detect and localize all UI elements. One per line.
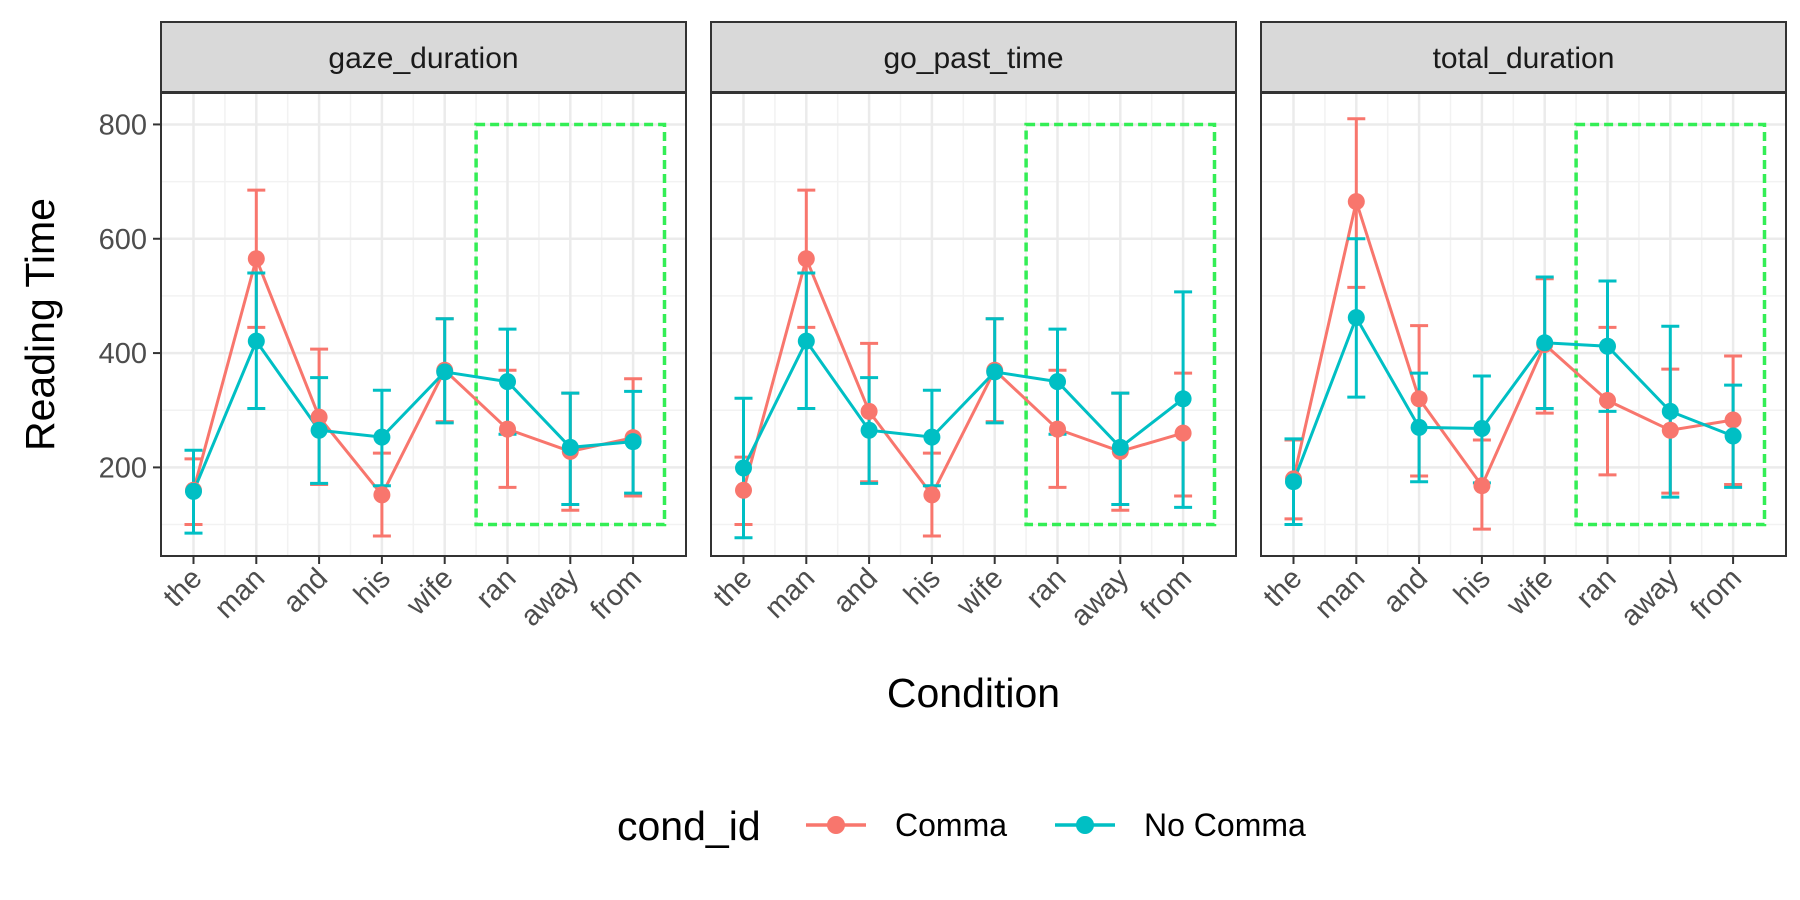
data-point: [1347, 193, 1365, 211]
data-point: [247, 250, 265, 268]
x-tick-label: from: [1134, 562, 1198, 626]
legend-label: No Comma: [1144, 807, 1306, 843]
legend-title: cond_id: [617, 803, 761, 849]
x-tick-label: the: [1257, 562, 1308, 613]
data-point: [373, 428, 391, 446]
data-point: [1285, 473, 1302, 491]
data-point: [310, 408, 328, 426]
facet-strip-label: go_past_time: [883, 42, 1063, 75]
facet-strip-label: gaze_duration: [328, 42, 518, 75]
series-line: [1292, 314, 1734, 483]
data-point: [1049, 420, 1066, 438]
data-point: [1724, 427, 1742, 445]
panel-background: [711, 93, 1236, 556]
data-point: [1661, 402, 1679, 420]
data-point: [1111, 438, 1129, 456]
x-tick-label: ran: [470, 562, 522, 614]
panel-background: [161, 93, 686, 556]
x-tick-label: from: [1684, 562, 1748, 626]
data-point: [1174, 390, 1192, 408]
y-tick-label: 600: [99, 224, 147, 256]
data-point: [373, 486, 391, 504]
x-tick-label: man: [209, 562, 272, 625]
x-tick-label: and: [277, 562, 334, 619]
x-tick-label: away: [1615, 562, 1686, 633]
data-point: [1174, 424, 1192, 442]
x-tick-label: from: [584, 562, 648, 626]
data-point: [923, 486, 941, 504]
data-point: [1410, 390, 1428, 408]
facet-strip: [710, 21, 1237, 93]
data-point: [1410, 418, 1428, 436]
data-point: [797, 332, 815, 350]
series-line: [1292, 195, 1734, 489]
data-point: [1661, 421, 1679, 439]
x-tick-label: man: [1309, 562, 1372, 625]
panel-border: [1260, 92, 1787, 557]
data-point: [499, 373, 516, 391]
facet-strip-label: total_duration: [1433, 42, 1615, 75]
data-point: [247, 332, 265, 350]
x-tick-label: ran: [1570, 562, 1622, 614]
series-line: [192, 337, 634, 492]
data-point: [499, 420, 516, 438]
data-point: [1724, 411, 1742, 429]
data-point: [561, 438, 579, 456]
data-point: [185, 482, 202, 500]
legend-key-point: [827, 816, 845, 834]
series-line: [742, 338, 1185, 469]
x-tick-label: his: [898, 562, 947, 611]
y-tick-label: 200: [99, 452, 147, 484]
data-point: [1473, 477, 1491, 495]
x-tick-label: his: [1448, 562, 1497, 611]
data-point: [1049, 373, 1066, 391]
data-point: [436, 363, 454, 381]
data-point: [797, 250, 815, 268]
x-tick-label: the: [707, 562, 758, 613]
panel-border: [160, 92, 687, 557]
x-axis-title: Condition: [887, 670, 1060, 716]
x-tick-label: ran: [1020, 562, 1072, 614]
x-tick-label: wife: [950, 562, 1010, 622]
x-tick-label: away: [1065, 562, 1136, 633]
data-point: [860, 421, 878, 439]
x-tick-label: and: [827, 562, 884, 619]
series-line: [192, 254, 634, 498]
x-tick-label: and: [1377, 562, 1434, 619]
x-tick-label: wife: [400, 562, 460, 622]
panel-border: [710, 92, 1237, 557]
data-point: [986, 363, 1004, 381]
data-point: [735, 459, 752, 477]
panel-background: [1261, 93, 1786, 556]
x-tick-label: man: [759, 562, 822, 625]
data-point: [310, 421, 328, 439]
data-point: [923, 428, 941, 446]
data-point: [1473, 420, 1491, 438]
legend-label: Comma: [895, 807, 1007, 843]
legend-key-point: [1076, 816, 1094, 834]
x-tick-label: wife: [1500, 562, 1560, 622]
data-point: [860, 402, 878, 420]
facet-strip: [1260, 21, 1787, 93]
y-tick-label: 400: [99, 338, 147, 370]
data-point: [1536, 334, 1554, 352]
y-tick-label: 800: [99, 109, 147, 141]
data-point: [624, 433, 642, 451]
data-point: [1599, 392, 1616, 410]
x-tick-label: his: [348, 562, 397, 611]
data-point: [735, 481, 752, 499]
data-point: [1347, 309, 1365, 327]
x-tick-label: the: [157, 562, 208, 613]
y-axis-title: Reading Time: [17, 198, 63, 451]
series-line: [742, 254, 1184, 498]
data-point: [1599, 337, 1616, 355]
x-tick-label: away: [515, 562, 586, 633]
